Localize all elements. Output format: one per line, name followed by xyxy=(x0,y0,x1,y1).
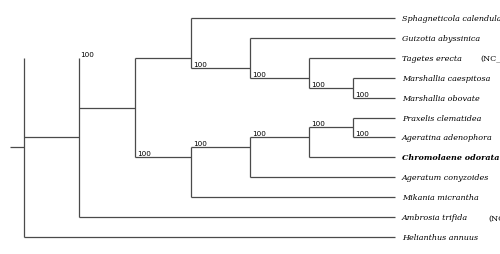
Text: (NC_045211): (NC_045211) xyxy=(481,54,500,62)
Text: Ambrosia trifida: Ambrosia trifida xyxy=(402,214,470,221)
Text: Chromolaene odorata: Chromolaene odorata xyxy=(402,154,500,162)
Text: Guizotia abyssinica: Guizotia abyssinica xyxy=(402,34,482,42)
Text: Marshallia obovate: Marshallia obovate xyxy=(402,94,482,102)
Text: Ageratum conyzoides: Ageratum conyzoides xyxy=(402,174,492,182)
Text: 100: 100 xyxy=(193,141,207,147)
Text: 100: 100 xyxy=(311,81,324,87)
Text: Marshallia caespitosa: Marshallia caespitosa xyxy=(402,74,493,82)
Text: 100: 100 xyxy=(311,121,324,127)
Text: 100: 100 xyxy=(137,151,150,157)
Text: 100: 100 xyxy=(252,131,266,137)
Text: 100: 100 xyxy=(193,61,207,67)
Text: 100: 100 xyxy=(252,71,266,77)
Text: Mikania micrantha: Mikania micrantha xyxy=(402,194,481,202)
Text: Ageratina adenophora: Ageratina adenophora xyxy=(402,134,495,142)
Text: 100: 100 xyxy=(355,131,368,137)
Text: Helianthus annuus: Helianthus annuus xyxy=(402,233,480,242)
Text: (NC_036810): (NC_036810) xyxy=(488,214,500,221)
Text: Praxelis clematidea: Praxelis clematidea xyxy=(402,114,484,122)
Text: 100: 100 xyxy=(80,51,94,57)
Text: 100: 100 xyxy=(355,91,368,97)
Text: Tagetes erecta: Tagetes erecta xyxy=(402,54,464,62)
Text: Sphagneticola calendulacea: Sphagneticola calendulacea xyxy=(402,14,500,22)
